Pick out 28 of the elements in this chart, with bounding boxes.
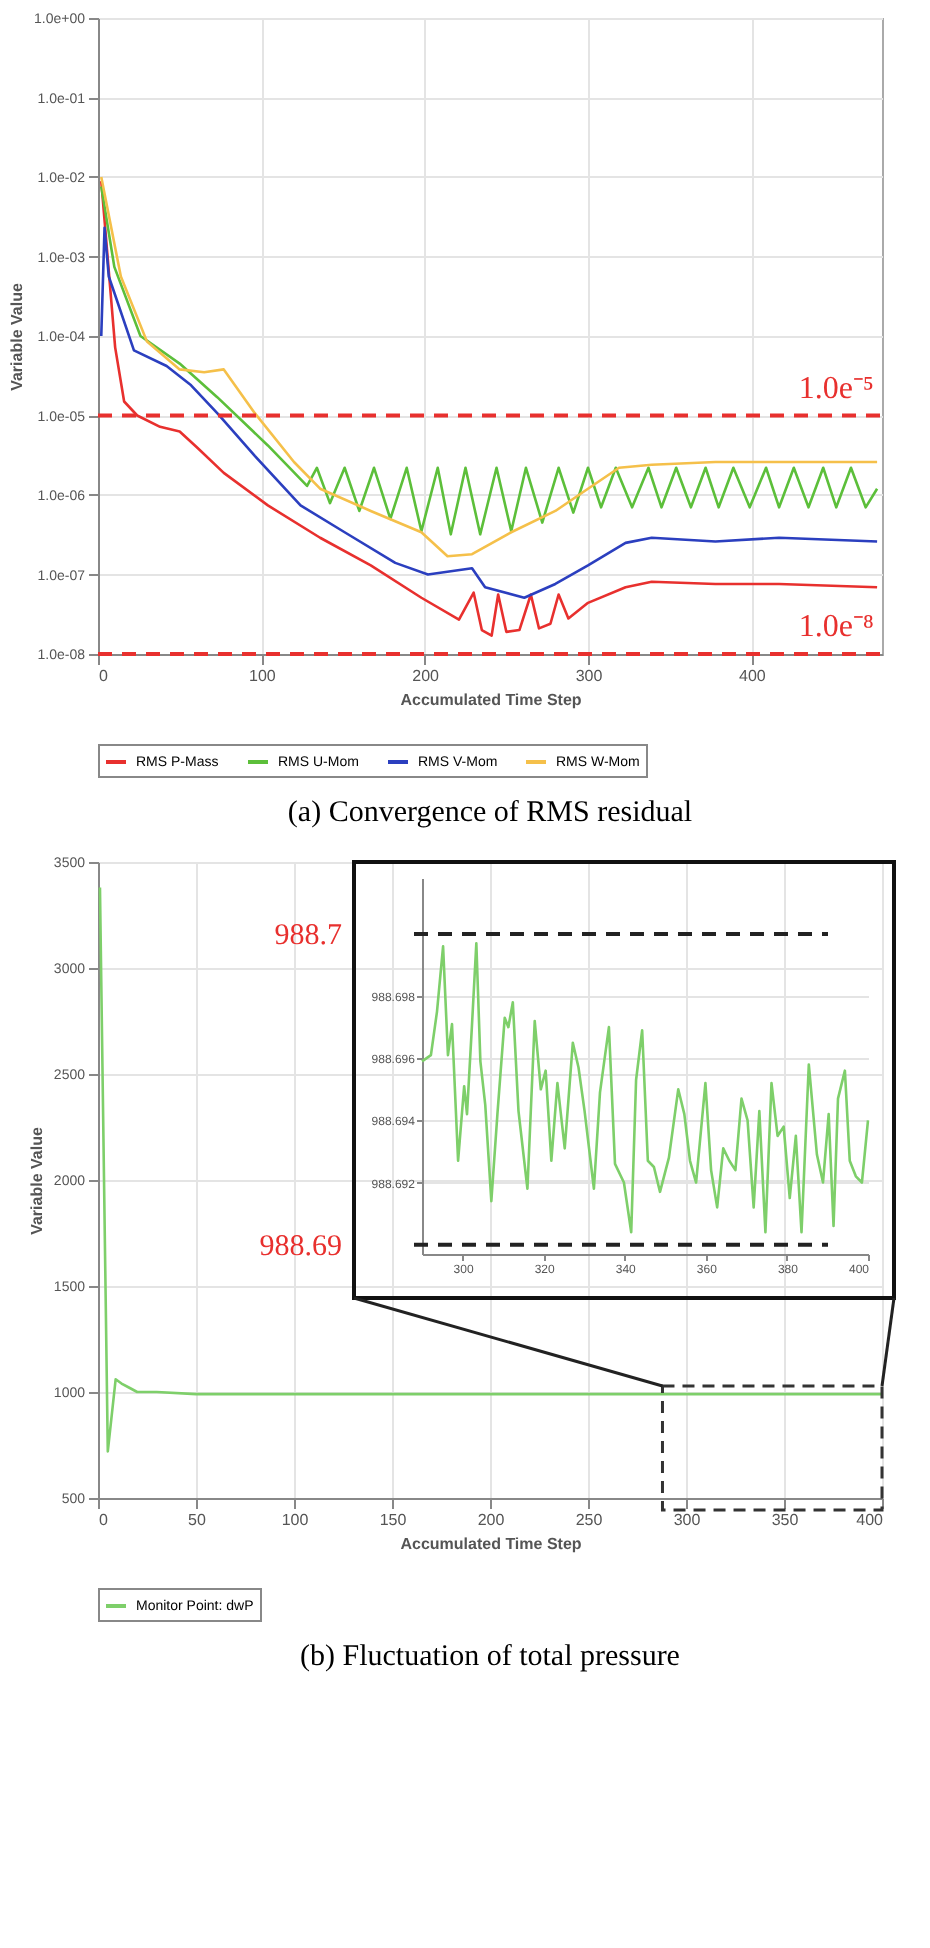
x-tick-label: 50 — [188, 1511, 207, 1529]
x-tick-label: 400 — [856, 1511, 885, 1529]
ref-line-label: 988.69 — [259, 1230, 342, 1263]
line-series — [98, 886, 882, 1453]
x-tick-label: 0 — [99, 667, 109, 685]
x-tick-label: 0 — [99, 1511, 109, 1529]
y-axis-title: Variable Value — [27, 1126, 46, 1235]
x-tick-label: 350 — [771, 1511, 800, 1529]
x-tick-label: 300 — [673, 1511, 702, 1529]
x-axis-title: Accumulated Time Step — [400, 1535, 582, 1553]
line-series — [99, 179, 879, 637]
x-tick-label: 200 — [412, 667, 441, 685]
x-tick-label: 150 — [379, 1511, 408, 1529]
text: (a) Convergence of RMS residual — [287, 797, 693, 829]
x-tick-label: 100 — [281, 1511, 310, 1529]
x-tick-label: 400 — [738, 667, 767, 685]
y-axis-title: Variable Value — [8, 282, 26, 391]
x-axis-title: Accumulated Time Step — [400, 691, 582, 709]
x-tick-label: 300 — [575, 667, 604, 685]
x-tick-label: 200 — [477, 1511, 506, 1529]
ref-line-label: 988.7 — [274, 919, 343, 952]
ref-line-label: 1.0e⁻⁸ — [798, 610, 874, 644]
line-series — [420, 941, 870, 1234]
text: (b) Fluctuation of total pressure — [300, 1641, 681, 1673]
x-tick-label: 250 — [575, 1511, 604, 1529]
ref-line-label: 1.0e⁻⁵ — [798, 371, 874, 406]
line-series — [99, 226, 879, 600]
x-tick-label: 100 — [248, 667, 277, 685]
